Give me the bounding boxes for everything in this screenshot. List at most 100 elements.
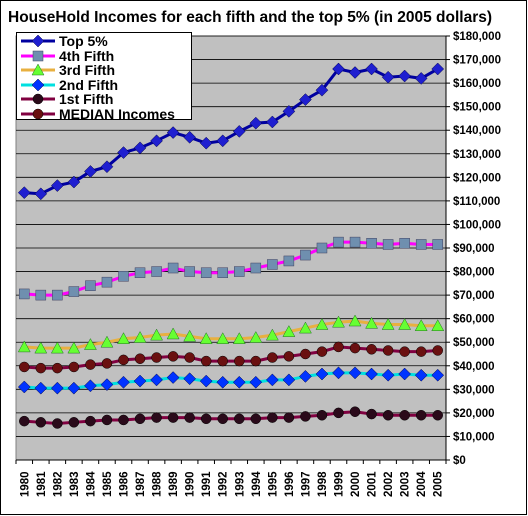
x-tick-label: 1996: [284, 471, 296, 497]
data-point: [414, 72, 428, 85]
data-point: [31, 78, 45, 91]
y-tick-label: $140,000: [453, 125, 501, 137]
legend-entry: 2nd Fifth: [20, 78, 191, 93]
data-point: [414, 319, 428, 331]
data-point: [332, 315, 345, 328]
data-point: [250, 413, 262, 425]
data-point: [118, 354, 129, 366]
data-point: [67, 341, 81, 354]
data-point: [101, 276, 113, 288]
data-point: [118, 271, 129, 282]
data-point: [316, 409, 328, 421]
data-point: [217, 267, 228, 278]
data-point: [265, 328, 279, 341]
series-1st-fifth: [19, 406, 443, 429]
data-point: [35, 289, 47, 301]
data-point: [398, 318, 412, 330]
data-point: [117, 146, 130, 159]
x-tick-label: 1989: [168, 471, 180, 497]
data-point: [348, 366, 362, 380]
data-point: [67, 381, 81, 395]
legend-label: 1st Fifth: [59, 91, 114, 108]
x-tick-label: 1992: [218, 471, 230, 497]
data-point: [133, 141, 147, 155]
x-tick-label: 1981: [36, 471, 48, 497]
data-point: [117, 375, 130, 389]
y-tick-label: $30,000: [453, 384, 495, 396]
data-point: [134, 353, 146, 364]
data-point: [250, 262, 262, 274]
data-point: [348, 66, 362, 79]
x-tick-label: 1990: [185, 471, 197, 497]
data-point: [216, 375, 230, 389]
data-point: [134, 413, 146, 425]
data-point: [365, 62, 378, 76]
x-tick-label: 1980: [19, 471, 31, 497]
data-point: [100, 335, 114, 348]
data-point: [399, 409, 410, 421]
data-point: [415, 409, 427, 421]
data-point: [265, 373, 279, 387]
x-tick-label: 1997: [300, 471, 312, 497]
data-point: [265, 115, 279, 129]
y-tick-label: $160,000: [453, 78, 501, 90]
data-point: [349, 406, 361, 417]
x-tick-label: 1982: [52, 471, 64, 497]
data-point: [315, 318, 329, 330]
data-point: [35, 362, 47, 374]
y-tick-label: $60,000: [453, 314, 495, 326]
y-tick-label: $50,000: [453, 337, 495, 349]
x-axis-ticks: 1980 1981 1982 1983 1984 1985 1986 1987 1988 1989…: [15, 459, 447, 497]
data-point: [133, 374, 147, 388]
legend-label: 4th Fifth: [59, 47, 115, 64]
data-point: [283, 351, 295, 362]
data-point: [167, 412, 179, 423]
legend-label: MEDIAN Incomes: [59, 105, 175, 122]
data-point: [184, 266, 195, 277]
data-point: [199, 136, 213, 150]
data-point: [19, 361, 30, 373]
data-point: [216, 134, 230, 148]
y-tick-label: $0: [453, 455, 466, 467]
data-point: [232, 332, 246, 344]
y-tick-label: $40,000: [453, 361, 495, 373]
data-point: [432, 409, 443, 421]
data-point: [267, 259, 278, 270]
data-point: [200, 355, 212, 367]
data-point: [381, 368, 395, 382]
data-point: [151, 266, 162, 277]
data-point: [381, 318, 395, 330]
data-point: [432, 239, 443, 250]
data-point: [267, 412, 278, 423]
data-point: [100, 160, 114, 174]
data-point: [234, 413, 245, 425]
data-point: [382, 409, 394, 421]
data-point: [84, 338, 97, 350]
legend-swatch: [21, 35, 55, 48]
data-point: [217, 413, 228, 425]
legend-swatch: [21, 50, 55, 61]
data-point: [267, 352, 278, 363]
y-tick-label: $180,000: [453, 31, 501, 43]
series-4th-fifth: [19, 236, 443, 301]
data-point: [68, 361, 80, 373]
data-point: [414, 368, 428, 382]
data-point: [17, 380, 31, 394]
data-point: [300, 411, 311, 422]
data-point: [117, 332, 130, 344]
x-tick-label: 1999: [334, 471, 346, 497]
data-point: [151, 412, 162, 423]
data-point: [299, 321, 312, 334]
data-point: [315, 367, 329, 381]
y-tick-label: $80,000: [453, 267, 495, 279]
data-point: [101, 414, 113, 426]
data-point: [333, 236, 344, 248]
data-point: [381, 70, 395, 84]
x-tick-label: 1988: [152, 471, 164, 497]
data-point: [249, 375, 263, 389]
data-point: [19, 415, 30, 427]
data-point: [50, 179, 64, 192]
y-tick-label: $20,000: [453, 408, 495, 420]
legend-label: Top 5%: [59, 33, 108, 50]
